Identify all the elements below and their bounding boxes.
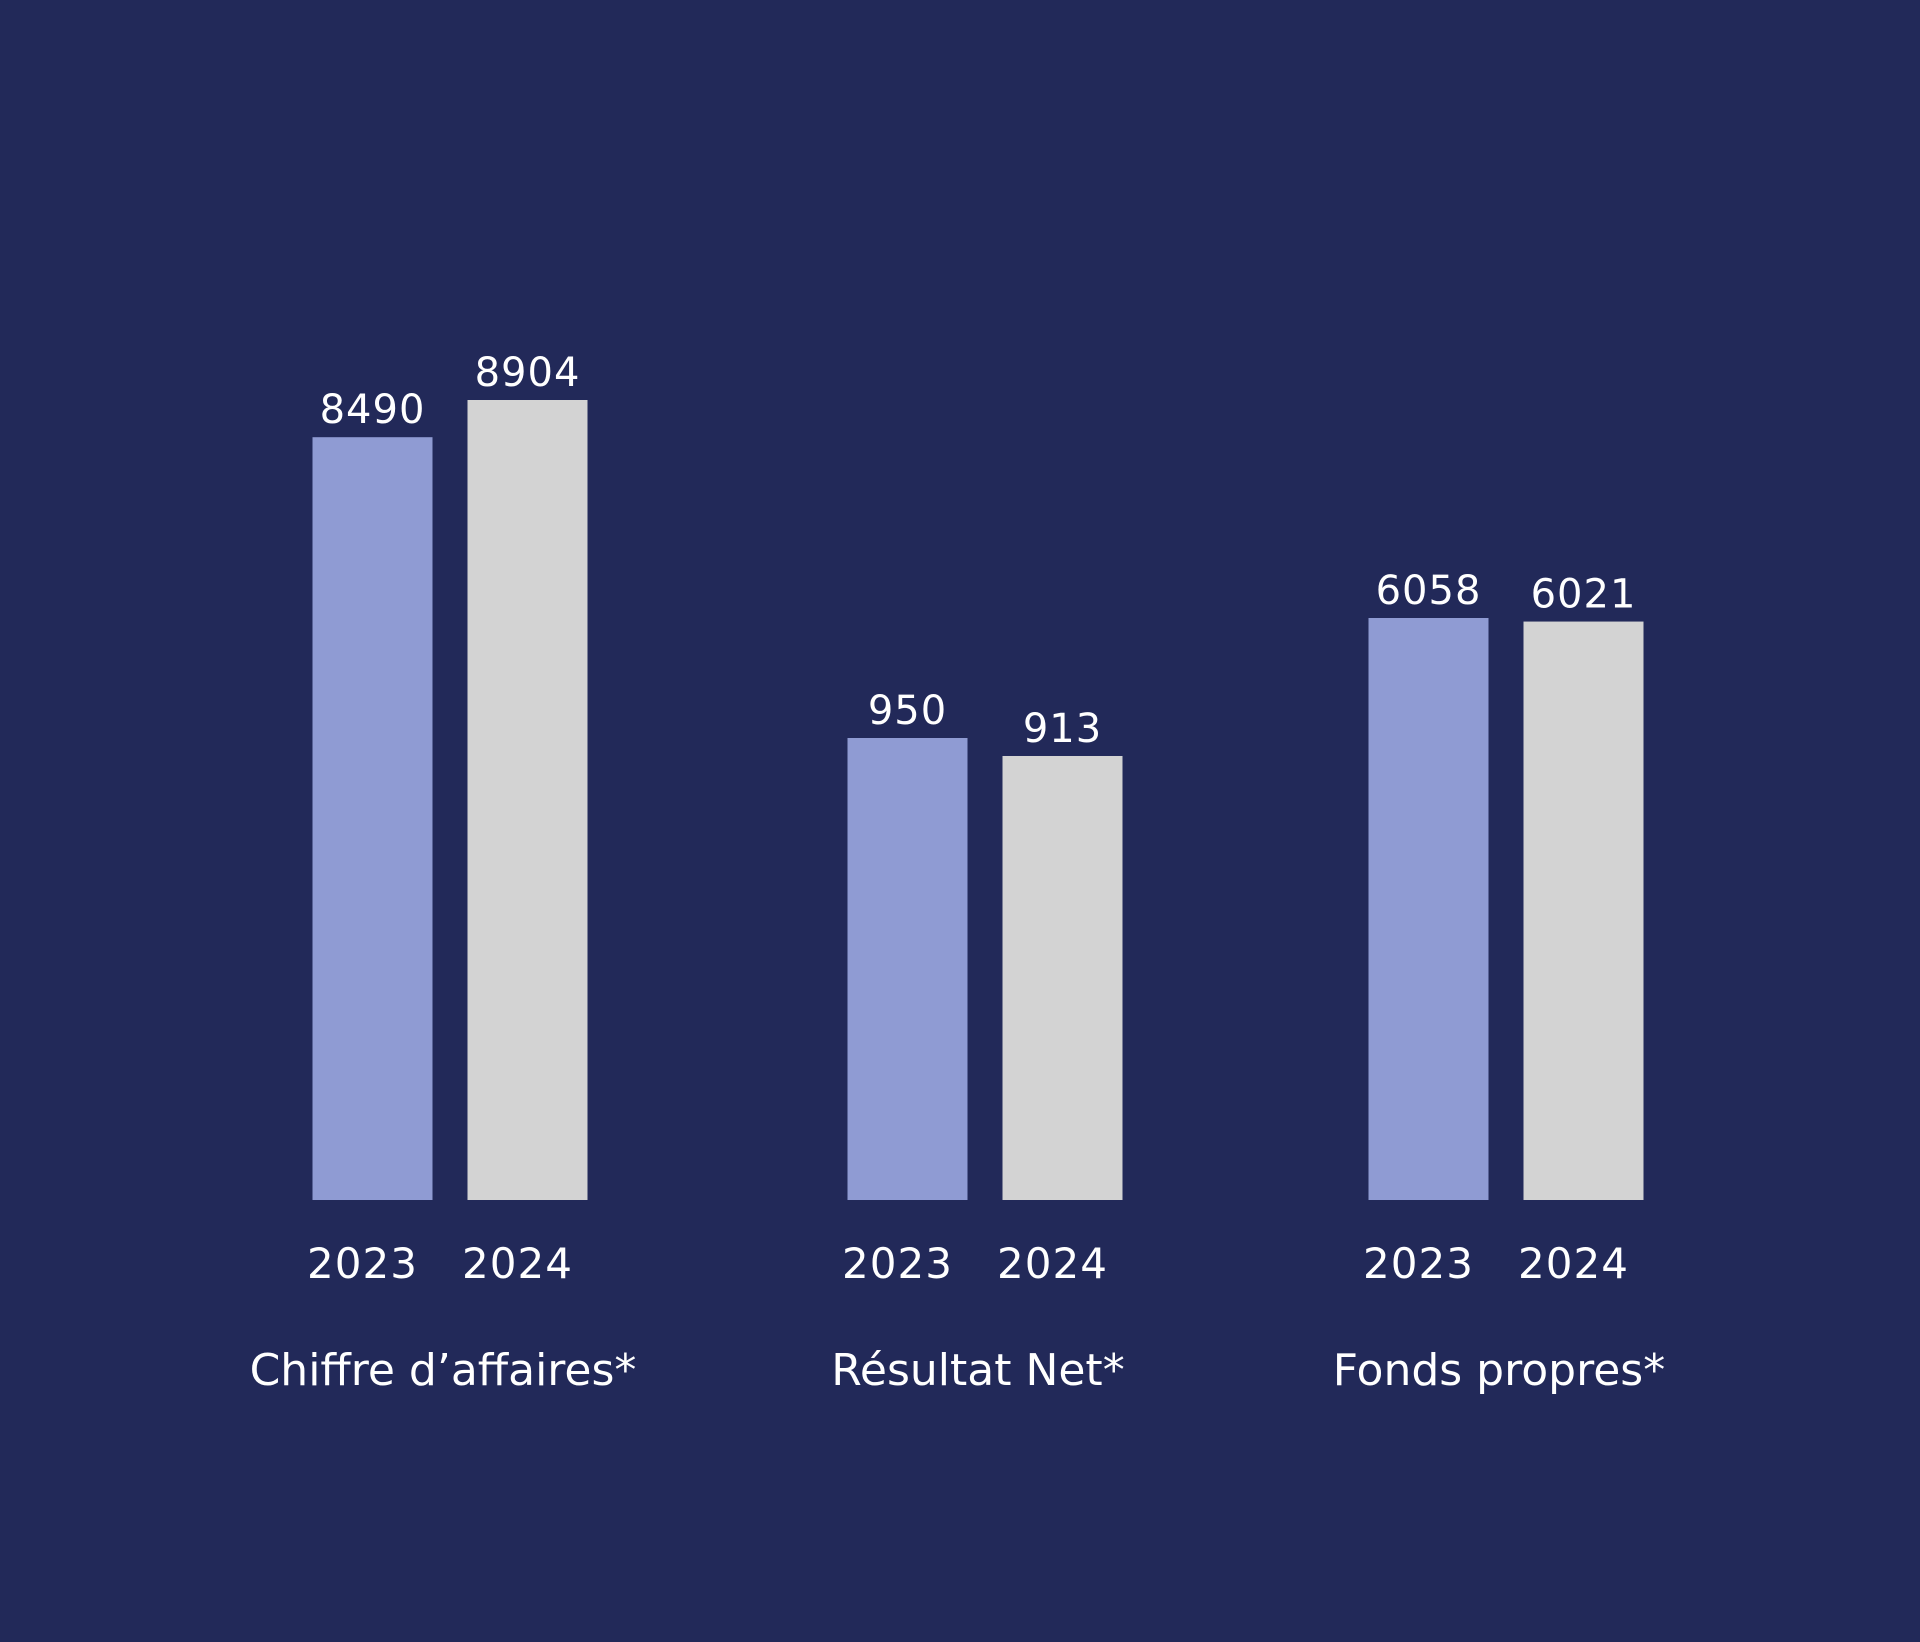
- bar-2023: [1368, 618, 1489, 1200]
- category-label: Chiffre d’affaires*: [250, 1345, 637, 1396]
- data-label: 913: [1023, 706, 1102, 752]
- bar-group: 6058 2023 6021 2024 Fonds propres*: [1333, 568, 1665, 1396]
- year-tick-label: 2023: [842, 1239, 953, 1288]
- bar-groups: 8490 2023 8904 2024 Chiffre d’affaires* 950 20…: [250, 350, 1666, 1396]
- bar-group: 950 2023 913 2024 Résultat Net*: [831, 688, 1124, 1396]
- bar-2024: [467, 400, 588, 1200]
- bar-2023: [312, 437, 433, 1200]
- data-label: 8490: [320, 387, 426, 433]
- year-tick-label: 2023: [1363, 1239, 1474, 1288]
- bar-2024: [1002, 755, 1123, 1200]
- year-tick-label: 2024: [997, 1239, 1108, 1288]
- year-tick-label: 2024: [462, 1239, 573, 1288]
- data-label: 6021: [1531, 572, 1637, 618]
- data-label: 8904: [475, 350, 581, 396]
- bar-2023: [847, 738, 968, 1200]
- category-label: Résultat Net*: [831, 1345, 1124, 1396]
- data-label: 950: [868, 688, 947, 734]
- bar-group: 8490 2023 8904 2024 Chiffre d’affaires*: [250, 350, 637, 1396]
- category-label: Fonds propres*: [1333, 1345, 1665, 1396]
- year-tick-label: 2024: [1518, 1239, 1629, 1288]
- data-label: 6058: [1376, 568, 1482, 614]
- bar-2024: [1523, 621, 1644, 1200]
- year-tick-label: 2023: [307, 1239, 418, 1288]
